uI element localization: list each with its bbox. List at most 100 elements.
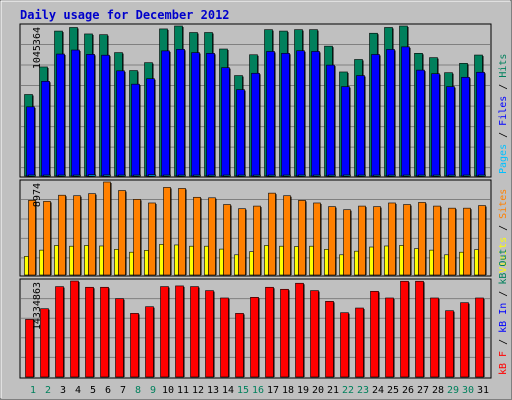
pages-bar	[103, 174, 111, 177]
panel-legend: Visits / Sites	[498, 189, 509, 273]
kbf-bar	[55, 286, 64, 378]
sites-bar	[58, 194, 66, 276]
kbf-bar	[190, 286, 199, 378]
day-label: 19	[297, 385, 309, 396]
visits-bar	[324, 248, 329, 276]
visits-bar	[399, 245, 404, 276]
day-label: 9	[150, 385, 156, 396]
pages-bar	[463, 174, 471, 177]
kbf-bar	[475, 297, 484, 378]
legend-entry: Hits	[498, 54, 509, 78]
kbf-bar	[310, 290, 319, 378]
visits-bar	[69, 245, 74, 276]
sites-bar	[208, 197, 216, 276]
day-label: 16	[252, 385, 264, 396]
visits-bar	[444, 254, 449, 276]
kbf-bar	[250, 297, 259, 378]
day-label: 2	[45, 385, 51, 396]
day-label: 5	[90, 385, 96, 396]
files-bar	[236, 89, 245, 177]
pages-bar	[223, 174, 231, 177]
files-bar	[341, 86, 350, 177]
kbf-bar	[100, 286, 109, 378]
sites-bar	[283, 195, 291, 276]
kbf-bar	[85, 286, 94, 378]
panel-legend: Pages / Files / Hits	[498, 54, 509, 174]
kbf-bar	[280, 288, 289, 378]
pages-bar	[403, 174, 411, 177]
legend-entry: /	[498, 78, 509, 96]
kbf-bar	[355, 307, 364, 378]
kbf-bar	[445, 310, 454, 378]
pages-bar	[433, 174, 441, 177]
files-bar	[356, 75, 365, 177]
files-bar	[401, 46, 410, 177]
pages-bar	[328, 174, 336, 177]
day-label: 21	[327, 385, 339, 396]
visits-bar	[264, 245, 269, 276]
files-bar	[251, 72, 260, 177]
visits-bar	[129, 251, 134, 276]
kbf-bar	[205, 290, 214, 378]
sites-bar	[103, 181, 111, 276]
kbf-bar	[235, 313, 244, 378]
files-bar	[326, 64, 335, 177]
sites-bar	[313, 202, 321, 276]
visits-bar	[54, 245, 59, 276]
sites-bar	[223, 204, 231, 276]
visits-bar	[219, 248, 224, 276]
day-label: 13	[207, 385, 219, 396]
visits-bar	[369, 246, 374, 276]
sites-bar	[433, 205, 441, 276]
files-bar	[281, 53, 290, 177]
legend-entry: /	[498, 285, 509, 303]
kbf-bar	[265, 286, 274, 378]
visits-bar	[39, 249, 44, 276]
legend-entry: Files	[498, 96, 509, 126]
files-bar	[26, 106, 35, 177]
sites-bar	[193, 196, 201, 276]
pages-bar	[148, 174, 156, 177]
day-label: 6	[105, 385, 111, 396]
pages-bar	[88, 174, 96, 177]
day-label: 23	[357, 385, 369, 396]
visits-bar	[144, 250, 149, 276]
day-label: 30	[462, 385, 474, 396]
files-bar	[221, 67, 230, 177]
kbf-bar	[130, 313, 139, 378]
kbf-bar	[175, 285, 184, 378]
legend-entry: /	[498, 126, 509, 144]
visits-bar	[354, 250, 359, 276]
visits-bar	[414, 248, 419, 276]
sites-bar	[88, 193, 96, 276]
chart-bars	[24, 25, 487, 378]
legend-entry: kB Out	[498, 249, 509, 285]
day-label: 22	[342, 385, 354, 396]
legend-entry: /	[498, 219, 509, 237]
day-label: 8	[135, 385, 141, 396]
files-bar	[371, 54, 380, 177]
visits-bar	[294, 246, 299, 276]
files-bar	[56, 53, 65, 177]
legend-entry: Sites	[498, 189, 509, 219]
pages-bar	[58, 174, 66, 177]
pages-bar	[193, 174, 201, 177]
kbf-bar	[145, 306, 154, 378]
day-label: 12	[192, 385, 204, 396]
visits-bar	[99, 245, 104, 276]
files-bar	[86, 54, 95, 177]
visits-bar	[234, 254, 239, 276]
files-bar	[101, 54, 110, 177]
day-label: 24	[372, 385, 384, 396]
pages-bar	[343, 174, 351, 177]
visits-bar	[339, 254, 344, 276]
legend-entry: kB In	[498, 303, 509, 333]
sites-bar	[238, 208, 246, 276]
sites-bar	[388, 202, 396, 276]
sites-bar	[358, 205, 366, 276]
visits-bar	[384, 245, 389, 276]
sites-bar	[118, 190, 126, 276]
day-label: 27	[417, 385, 429, 396]
kbf-bar	[40, 308, 49, 378]
day-label: 7	[120, 385, 126, 396]
